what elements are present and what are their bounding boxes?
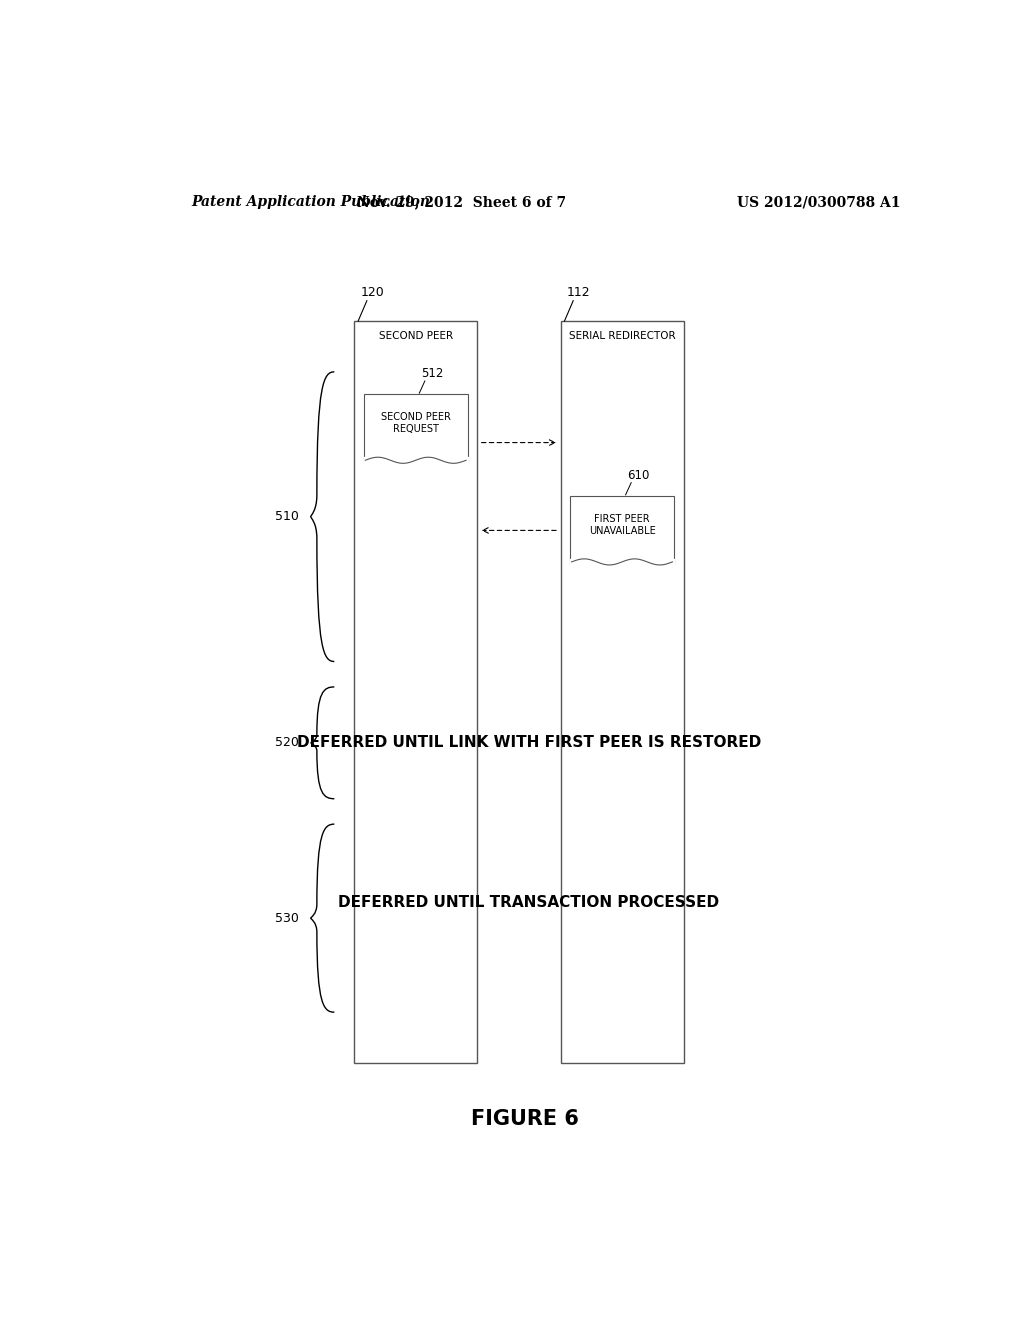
- Text: 120: 120: [360, 285, 384, 298]
- Text: FIGURE 6: FIGURE 6: [471, 1109, 579, 1129]
- Text: Nov. 29, 2012  Sheet 6 of 7: Nov. 29, 2012 Sheet 6 of 7: [356, 195, 566, 209]
- Text: 510: 510: [275, 511, 299, 523]
- Text: SECOND PEER
REQUEST: SECOND PEER REQUEST: [381, 412, 451, 434]
- Text: SERIAL REDIRECTOR: SERIAL REDIRECTOR: [568, 331, 676, 341]
- Bar: [354, 321, 477, 1063]
- Text: 530: 530: [275, 912, 299, 924]
- Text: FIRST PEER
UNAVAILABLE: FIRST PEER UNAVAILABLE: [589, 513, 655, 536]
- Text: DEFERRED UNTIL LINK WITH FIRST PEER IS RESTORED: DEFERRED UNTIL LINK WITH FIRST PEER IS R…: [297, 735, 761, 750]
- Text: 512: 512: [421, 367, 443, 380]
- Bar: [560, 321, 684, 1063]
- Text: 112: 112: [567, 285, 591, 298]
- Text: DEFERRED UNTIL TRANSACTION PROCESSED: DEFERRED UNTIL TRANSACTION PROCESSED: [338, 895, 719, 911]
- Text: 520: 520: [275, 737, 299, 750]
- Text: Patent Application Publication: Patent Application Publication: [191, 195, 430, 209]
- Bar: [570, 496, 674, 565]
- Text: 610: 610: [628, 469, 649, 482]
- Text: US 2012/0300788 A1: US 2012/0300788 A1: [736, 195, 900, 209]
- Bar: [364, 395, 468, 463]
- Text: SECOND PEER: SECOND PEER: [379, 331, 453, 341]
